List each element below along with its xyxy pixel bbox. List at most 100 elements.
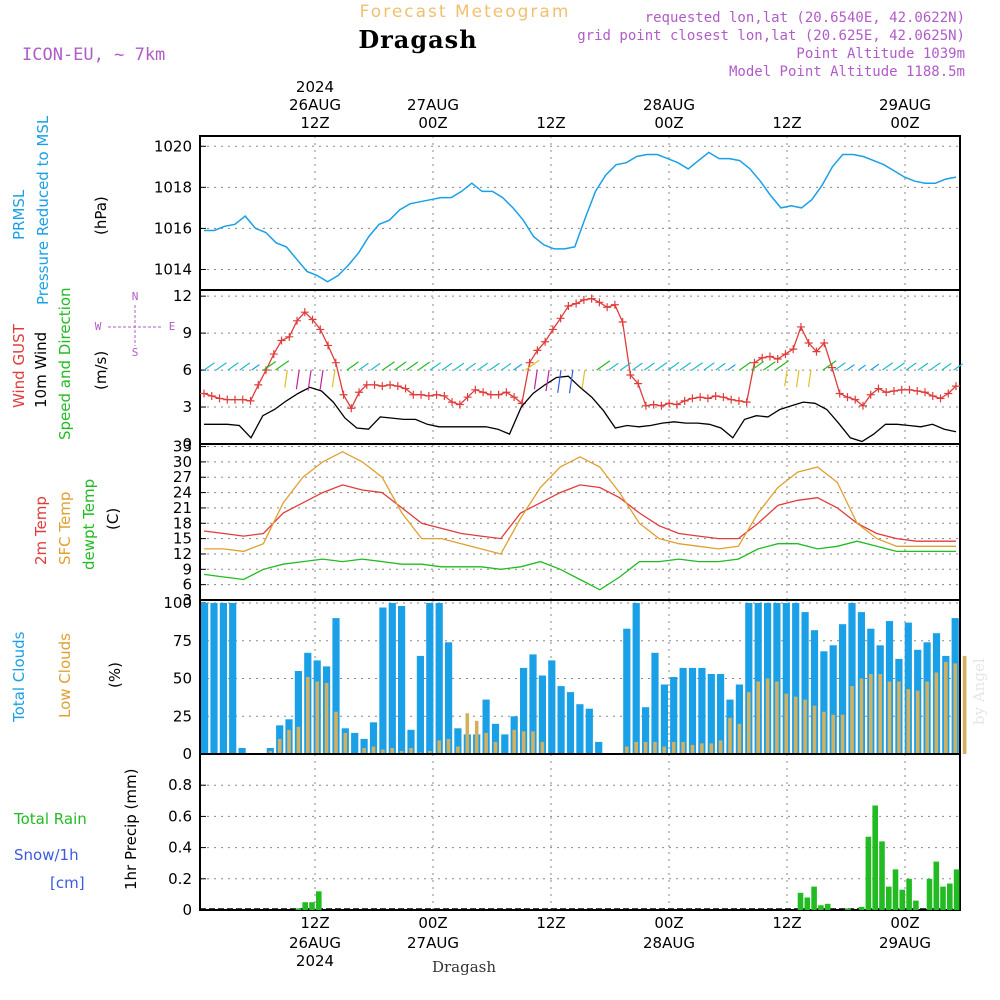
total-cloud-bar (820, 651, 828, 754)
total-cloud-bar (557, 686, 565, 754)
wind-gust-marker (386, 380, 395, 389)
wind-gust-marker (308, 315, 317, 324)
precip-bar (309, 902, 315, 910)
wind-gust-marker (742, 398, 751, 407)
total-cloud-bar (332, 618, 340, 754)
precip-bar (824, 903, 831, 910)
y-tick-label: 3 (182, 591, 192, 609)
wind-arrow (917, 362, 929, 371)
wind-gust-marker (703, 394, 712, 403)
wind-gust-marker (572, 299, 581, 308)
top-axis-line3: 00Z (654, 114, 683, 132)
wind-gust-marker (796, 322, 805, 331)
wind-gust-marker (827, 363, 836, 372)
wind-arrow (251, 364, 260, 371)
low-cloud-bar (681, 741, 685, 754)
wind-gust-marker (401, 384, 410, 393)
y-tick-label: 12 (173, 545, 192, 563)
bottom-axis-line2: 29AUG (879, 934, 931, 952)
wind-gust-marker (812, 347, 821, 356)
label-c: (C) (104, 508, 122, 530)
low-cloud-bar (709, 743, 714, 754)
model-point-altitude: Model Point Altitude 1188.5m (729, 64, 965, 80)
wind-arrow (929, 362, 941, 371)
total-cloud-bar (632, 603, 640, 754)
wind-gust-line (203, 297, 957, 410)
wind-gust-marker (579, 295, 588, 304)
label-cm: [cm] (50, 874, 85, 892)
wind-gust-marker (882, 388, 891, 397)
wind-arrow (620, 362, 632, 371)
total-cloud-bar (482, 699, 490, 754)
wind-arrow (441, 362, 453, 371)
wind-gust-marker (696, 393, 705, 402)
wind-arrow (405, 361, 419, 371)
low-cloud-bar (268, 751, 273, 754)
total-cloud-bar (735, 684, 743, 754)
total-cloud-bar (595, 741, 603, 754)
precip-bar (845, 908, 851, 910)
low-cloud-bar (822, 711, 826, 754)
wind-arrow (307, 369, 312, 391)
wind-arrow (331, 369, 336, 388)
wind-arrow (477, 362, 489, 371)
y-tick-label: 9 (182, 560, 192, 578)
low-cloud-bar (531, 731, 535, 754)
wind-gust-marker (587, 294, 596, 303)
wind-gust-marker (238, 395, 247, 404)
label-speed-direction: Speed and Direction (56, 287, 74, 440)
wind-gust-marker (804, 338, 813, 347)
total-cloud-bar (848, 603, 856, 754)
low-cloud-bar (784, 693, 789, 754)
low-cloud-bar (878, 674, 882, 754)
low-cloud-bar (371, 746, 376, 754)
y-tick-label: 0 (182, 745, 192, 763)
low-cloud-bar (944, 661, 948, 754)
low-cloud-bar (662, 746, 667, 754)
wind-gust-marker (215, 394, 224, 403)
wind-compass: N S W E (95, 290, 176, 359)
wind-gust-marker (897, 385, 906, 394)
wind-gust-marker (626, 371, 635, 380)
total-cloud-bar (660, 684, 668, 754)
label-hpa: (hPa) (92, 196, 110, 235)
wind-gust-marker (889, 387, 898, 396)
wind-arrow (394, 361, 407, 371)
wind-gust-marker (262, 366, 271, 375)
total-cloud-bar (416, 655, 424, 754)
wind-arrow (941, 362, 952, 371)
low-cloud-bar (869, 674, 873, 754)
temp-line-dewpt-temp (203, 540, 956, 591)
total-cloud-bar (379, 607, 387, 754)
label-percent: (%) (106, 662, 124, 688)
low-cloud-bar (399, 751, 404, 754)
wind-gust-marker (750, 358, 759, 367)
y-tick-label: 0.2 (168, 870, 192, 888)
wind-gust-marker (820, 338, 829, 347)
wind-arrow (807, 369, 812, 387)
wind-gust-marker (510, 393, 519, 402)
total-cloud-bar (201, 603, 209, 754)
wind-gust-marker (300, 308, 309, 317)
low-cloud-bar (850, 686, 854, 754)
low-cloud-bar (962, 655, 967, 754)
total-cloud-bar (219, 603, 227, 754)
precip-bar (804, 897, 811, 910)
y-tick-label: 1018 (154, 178, 192, 196)
wind-gust-marker (851, 395, 860, 404)
low-cloud-bar (277, 738, 282, 754)
wind-gust-marker (463, 393, 472, 402)
wind-gust-marker (362, 380, 371, 389)
low-cloud-bar (737, 723, 742, 754)
wind-gust-marker (905, 385, 914, 394)
low-cloud-bar (324, 683, 329, 754)
wind-gust-marker (409, 390, 418, 399)
wind-arrow (284, 369, 288, 388)
wind-gust-marker (525, 358, 534, 367)
bottom-axis-line1: 12Z (772, 914, 801, 932)
wind-gust-marker (680, 396, 689, 405)
wind-gust-marker (641, 401, 650, 410)
wind-gust-marker (455, 400, 464, 409)
label-total-rain: Total Rain (13, 810, 87, 828)
point-altitude: Point Altitude 1039m (796, 46, 965, 62)
